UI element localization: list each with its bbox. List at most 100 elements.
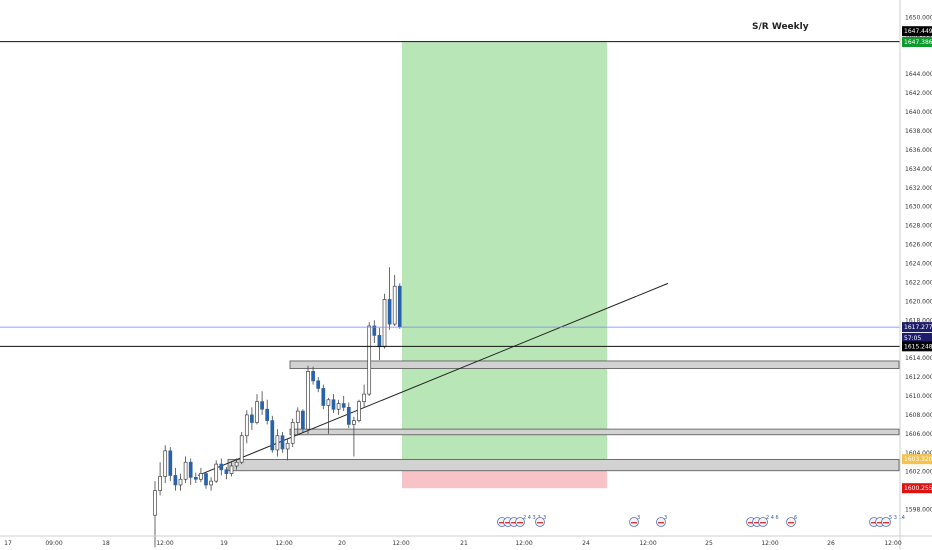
candle [209,477,213,491]
price-tick-label: 1624.000 [905,261,932,268]
price-tick-label: 1614.000 [905,355,932,362]
time-tick-label: 17 [4,540,12,547]
countdown-badge [902,333,932,344]
event-flag-label: 2 4 3 2 [523,515,541,521]
countdown-badge-label: 57:05 [904,335,921,342]
time-axis[interactable]: 17 09:00 18 12:00 19 12:00 20 12:00 21 12:00 24 12:… [4,540,902,547]
time-tick-label: 12:00 [275,540,292,547]
candle-body [301,410,305,430]
price-tick-label: 1650.000 [905,14,932,21]
candle [295,407,300,436]
candle-body [214,463,219,482]
candle [326,397,331,434]
candle [341,395,346,412]
candle [306,365,310,434]
candle-body [295,410,300,423]
candle-body [178,478,183,486]
time-tick-label: 09:00 [45,540,62,547]
candle-body [280,435,285,450]
candle-body [341,403,346,408]
stop-badge [902,483,932,494]
price-tick-label: 1620.000 [905,298,932,305]
candle-body [209,480,213,486]
horizontal-price-lines[interactable] [0,41,900,347]
price-tick-label: 1628.000 [905,223,932,230]
event-flag: 6 [786,515,797,527]
candle-body [392,285,397,325]
entry-badge [902,454,932,465]
candle-body [331,399,336,410]
candle-body [188,461,193,478]
flag-stripe [517,522,523,524]
price-tick-label: 1606.000 [905,431,932,438]
candle [367,322,372,396]
price-tick-label: 1630.000 [905,204,932,211]
price-tick-label: 1640.000 [905,109,932,116]
candle-body [158,476,162,491]
candle [321,384,326,410]
candle-body [183,461,188,480]
candle [168,447,173,482]
candle-body [163,450,168,477]
price-tick-label: 1602.000 [905,469,932,476]
price-tick-label: 1634.000 [905,166,932,173]
price-tick-label: 1604.000 [905,450,932,457]
event-flag: 3 [535,515,546,527]
candle [280,431,285,453]
event-flag-label: 3 [637,515,640,521]
sr-zone [289,428,900,436]
candle-body [229,465,234,474]
candle [362,384,366,408]
candle [193,472,198,484]
candle [316,377,321,393]
candle-body [173,475,178,486]
flag-stripe [658,522,664,524]
candle [357,399,361,423]
price-tick-label: 1632.000 [905,185,932,192]
candle-body [224,469,229,474]
candle [352,416,356,457]
candle [336,399,341,415]
candle [173,467,178,491]
candle-body [382,299,387,348]
candle-body [290,422,295,444]
flag-stripe [877,522,883,524]
support-resistance-zones[interactable] [227,360,900,472]
time-tick-label: 21 [460,540,468,547]
price-tick-label: 1642.000 [905,90,932,97]
event-flag: 5 3 14 [869,515,905,527]
flag-stripe [511,522,517,524]
candle-body [321,388,326,406]
event-flag: 3 [656,515,667,527]
price-tick-label: 1612.000 [905,374,932,381]
long-position-tool[interactable] [402,42,607,489]
flag-stripe [748,522,754,524]
price-axis[interactable]: 1650.000 1648.000 1644.000 1642.000 1640.000… [905,14,932,513]
candle-body [260,401,264,410]
price-tick-label: 1598.000 [905,507,932,514]
price-tick-label: 1648.000 [905,33,932,40]
time-tick-label: 25 [705,540,713,547]
price-tick-label: 1618.000 [905,317,932,324]
candle [183,456,188,484]
candle-body [285,442,290,450]
candle-body [239,435,244,463]
price-tick-label: 1636.000 [905,147,932,154]
price-tick-label: 1622.000 [905,279,932,286]
candle-body [255,401,259,423]
candle [265,399,270,425]
candle-body [244,414,249,437]
candle [250,407,254,431]
candle [285,438,290,461]
price-tick-label: 1644.000 [905,71,932,78]
candle [331,394,336,414]
candle [214,460,219,484]
flag-stripe [754,522,760,524]
time-tick-label: 12:00 [392,540,409,547]
candle [301,409,305,432]
event-flag-label: 6 [794,515,797,521]
candle-body [275,435,280,451]
candle-body [362,393,366,403]
